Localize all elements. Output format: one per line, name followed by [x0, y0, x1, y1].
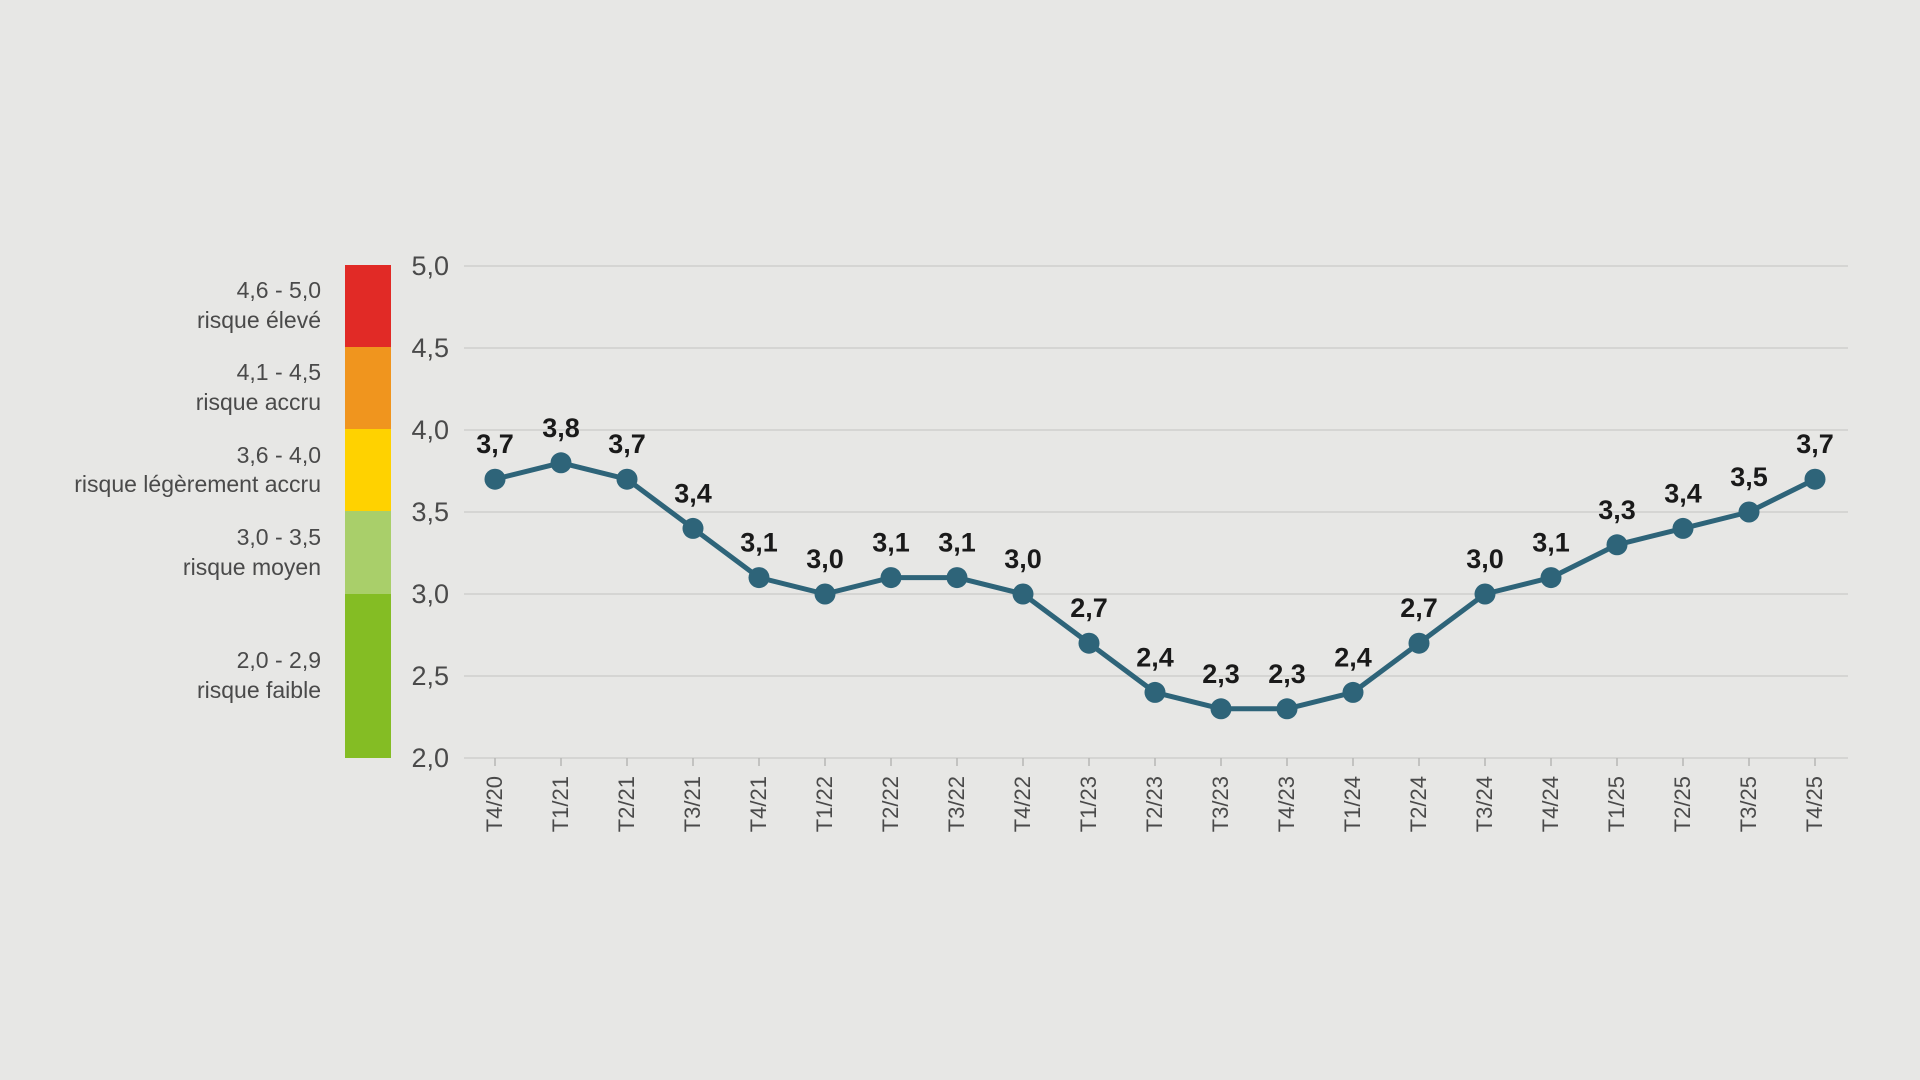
svg-text:2,4: 2,4: [1136, 642, 1174, 672]
svg-text:T2/21: T2/21: [614, 776, 639, 832]
svg-text:3,0: 3,0: [1466, 544, 1504, 574]
svg-text:2,3: 2,3: [1268, 659, 1306, 689]
svg-text:3,1: 3,1: [872, 528, 910, 558]
svg-text:4,5: 4,5: [411, 333, 449, 363]
svg-text:2,0: 2,0: [411, 743, 449, 773]
svg-text:2,7: 2,7: [1070, 593, 1108, 623]
svg-text:T1/21: T1/21: [548, 776, 573, 832]
svg-text:3,8: 3,8: [542, 413, 580, 443]
svg-text:T3/25: T3/25: [1736, 776, 1761, 832]
svg-text:3,4: 3,4: [674, 478, 712, 508]
svg-text:T3/24: T3/24: [1472, 776, 1497, 832]
svg-text:T3/22: T3/22: [944, 776, 969, 832]
svg-text:T2/25: T2/25: [1670, 776, 1695, 832]
svg-text:T4/23: T4/23: [1274, 776, 1299, 832]
svg-text:T1/24: T1/24: [1340, 776, 1365, 832]
svg-text:T2/23: T2/23: [1142, 776, 1167, 832]
svg-text:T1/23: T1/23: [1076, 776, 1101, 832]
svg-text:T4/25: T4/25: [1802, 776, 1827, 832]
svg-text:T2/22: T2/22: [878, 776, 903, 832]
svg-text:T2/24: T2/24: [1406, 776, 1431, 832]
svg-text:3,3: 3,3: [1598, 495, 1636, 525]
svg-text:3,5: 3,5: [1730, 462, 1768, 492]
svg-text:2,7: 2,7: [1400, 593, 1438, 623]
svg-text:T3/21: T3/21: [680, 776, 705, 832]
svg-text:3,1: 3,1: [1532, 528, 1570, 558]
svg-text:3,1: 3,1: [938, 528, 976, 558]
svg-text:2,4: 2,4: [1334, 642, 1372, 672]
svg-text:T1/25: T1/25: [1604, 776, 1629, 832]
svg-text:3,0: 3,0: [806, 544, 844, 574]
svg-text:3,7: 3,7: [1796, 429, 1834, 459]
svg-text:3,0: 3,0: [1004, 544, 1042, 574]
svg-text:2,5: 2,5: [411, 661, 449, 691]
svg-text:3,0: 3,0: [411, 579, 449, 609]
svg-text:T4/20: T4/20: [482, 776, 507, 832]
svg-text:T4/24: T4/24: [1538, 776, 1563, 832]
svg-text:T4/22: T4/22: [1010, 776, 1035, 832]
svg-text:3,4: 3,4: [1664, 478, 1702, 508]
svg-text:3,7: 3,7: [476, 429, 514, 459]
svg-text:3,1: 3,1: [740, 528, 778, 558]
svg-text:T4/21: T4/21: [746, 776, 771, 832]
svg-text:5,0: 5,0: [411, 251, 449, 281]
svg-text:T1/22: T1/22: [812, 776, 837, 832]
svg-text:3,5: 3,5: [411, 497, 449, 527]
svg-text:2,3: 2,3: [1202, 659, 1240, 689]
svg-text:4,0: 4,0: [411, 415, 449, 445]
svg-text:T3/23: T3/23: [1208, 776, 1233, 832]
svg-text:3,7: 3,7: [608, 429, 646, 459]
